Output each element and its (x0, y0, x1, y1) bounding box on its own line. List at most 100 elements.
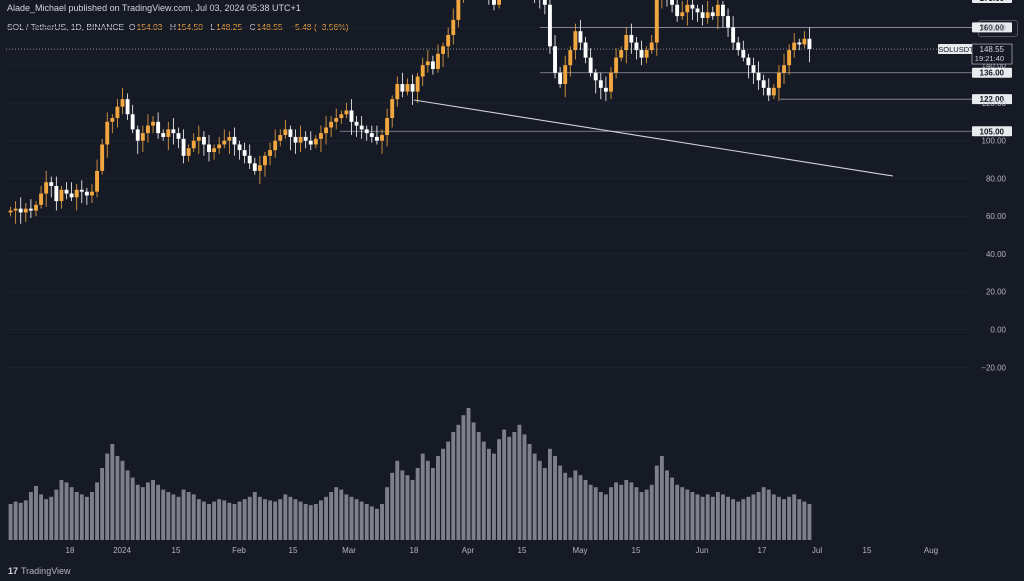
candle-body (619, 50, 624, 58)
volume-bar (237, 501, 242, 540)
candle-body (191, 140, 196, 149)
volume-bar (156, 484, 161, 540)
volume-bar (751, 494, 756, 540)
candle-body (451, 19, 456, 35)
candle-body (161, 133, 166, 137)
volume-bar (110, 444, 115, 540)
candle-body (334, 118, 339, 122)
volume-bar (349, 496, 354, 540)
candle-body (39, 193, 44, 205)
volume-bar (232, 504, 237, 540)
candle-body (28, 208, 33, 211)
volume-bar (324, 496, 328, 540)
volume-bar (492, 453, 496, 540)
volume-bar (578, 475, 583, 540)
candle-body (456, 0, 461, 20)
level-tag (972, 94, 1012, 105)
candle-body (130, 114, 135, 130)
volume-bar (430, 468, 435, 540)
candle-body (542, 0, 547, 5)
volume-bar (609, 487, 613, 540)
volume-bar (34, 486, 38, 540)
volume-bar (420, 453, 425, 540)
price-tag-countdown: 19:21:40 (975, 54, 1004, 63)
volume-bar (639, 492, 644, 540)
candle-body (283, 129, 288, 136)
candle-body (145, 125, 150, 134)
volume-bar (497, 439, 501, 540)
candle-body (176, 133, 181, 139)
volume-bar (756, 492, 761, 540)
candle-body (232, 136, 237, 145)
candle-body (303, 136, 308, 141)
chart-grid (6, 26, 972, 368)
volume-bar (690, 492, 695, 540)
volume-bar (293, 499, 298, 540)
candle-body (624, 34, 629, 51)
candle-body (140, 133, 145, 141)
volume-bar (95, 482, 99, 540)
candle-body (64, 189, 69, 194)
volume-bar (644, 489, 649, 540)
candle-body (324, 127, 328, 134)
candle-body (710, 12, 715, 17)
candle-body (110, 118, 115, 122)
candle-body (54, 186, 59, 202)
candle-body (731, 27, 736, 43)
chart-header: Alade_Michael published on TradingView.c… (0, 0, 1024, 14)
candle-body (690, 4, 695, 9)
candle-body (761, 80, 766, 88)
candle-body (125, 99, 130, 115)
candle-body (79, 189, 84, 192)
volume-bar (130, 477, 135, 540)
volume-bar (721, 494, 725, 540)
candle-body (359, 125, 364, 130)
volume-bar (390, 472, 395, 540)
candle-body (771, 87, 776, 96)
tradingview-brand[interactable]: 17 TradingView (8, 566, 71, 576)
candle-body (354, 121, 359, 126)
candle-body (756, 72, 761, 81)
y-tick-label: 140.00 (982, 61, 1007, 70)
candle-body (446, 34, 451, 47)
trendline (413, 99, 894, 177)
candle-body (100, 144, 105, 171)
candle-body (746, 57, 751, 66)
volume-bar (298, 501, 303, 540)
y-tick-label: 160.00 (982, 23, 1007, 32)
candle-body (171, 129, 176, 134)
x-tick-label: 15 (632, 546, 641, 555)
symbol-tag-label: SOLUSDT (938, 45, 974, 54)
volume-bar (715, 492, 720, 540)
candle-body (49, 182, 54, 187)
volume-bar (598, 492, 603, 540)
volume-bar (44, 499, 49, 540)
x-tick-label: 17 (758, 546, 767, 555)
volume-bar (278, 499, 283, 540)
volume-bar (354, 499, 359, 540)
candle-body (741, 50, 746, 58)
x-tick-label: 15 (289, 546, 298, 555)
candle-body (670, 0, 675, 5)
x-tick-label: Jul (812, 546, 822, 555)
volume-bar (507, 436, 512, 540)
volume-bar (79, 494, 84, 540)
candle-body (186, 148, 191, 156)
candle-body (74, 189, 79, 198)
candle-body (721, 4, 725, 17)
volume-bar (512, 432, 517, 540)
volume-bar (252, 492, 257, 540)
candle-body (700, 12, 705, 18)
volume-bar (425, 460, 430, 540)
volume-bar (710, 496, 715, 540)
volume-bar (171, 494, 176, 540)
x-tick-label: Aug (924, 546, 938, 555)
candle-body (766, 87, 771, 96)
volume-bar (761, 487, 766, 540)
x-tick-label: 18 (66, 546, 75, 555)
candle-body (629, 34, 634, 43)
volume-bar (736, 501, 741, 540)
volume-bar (374, 508, 379, 540)
